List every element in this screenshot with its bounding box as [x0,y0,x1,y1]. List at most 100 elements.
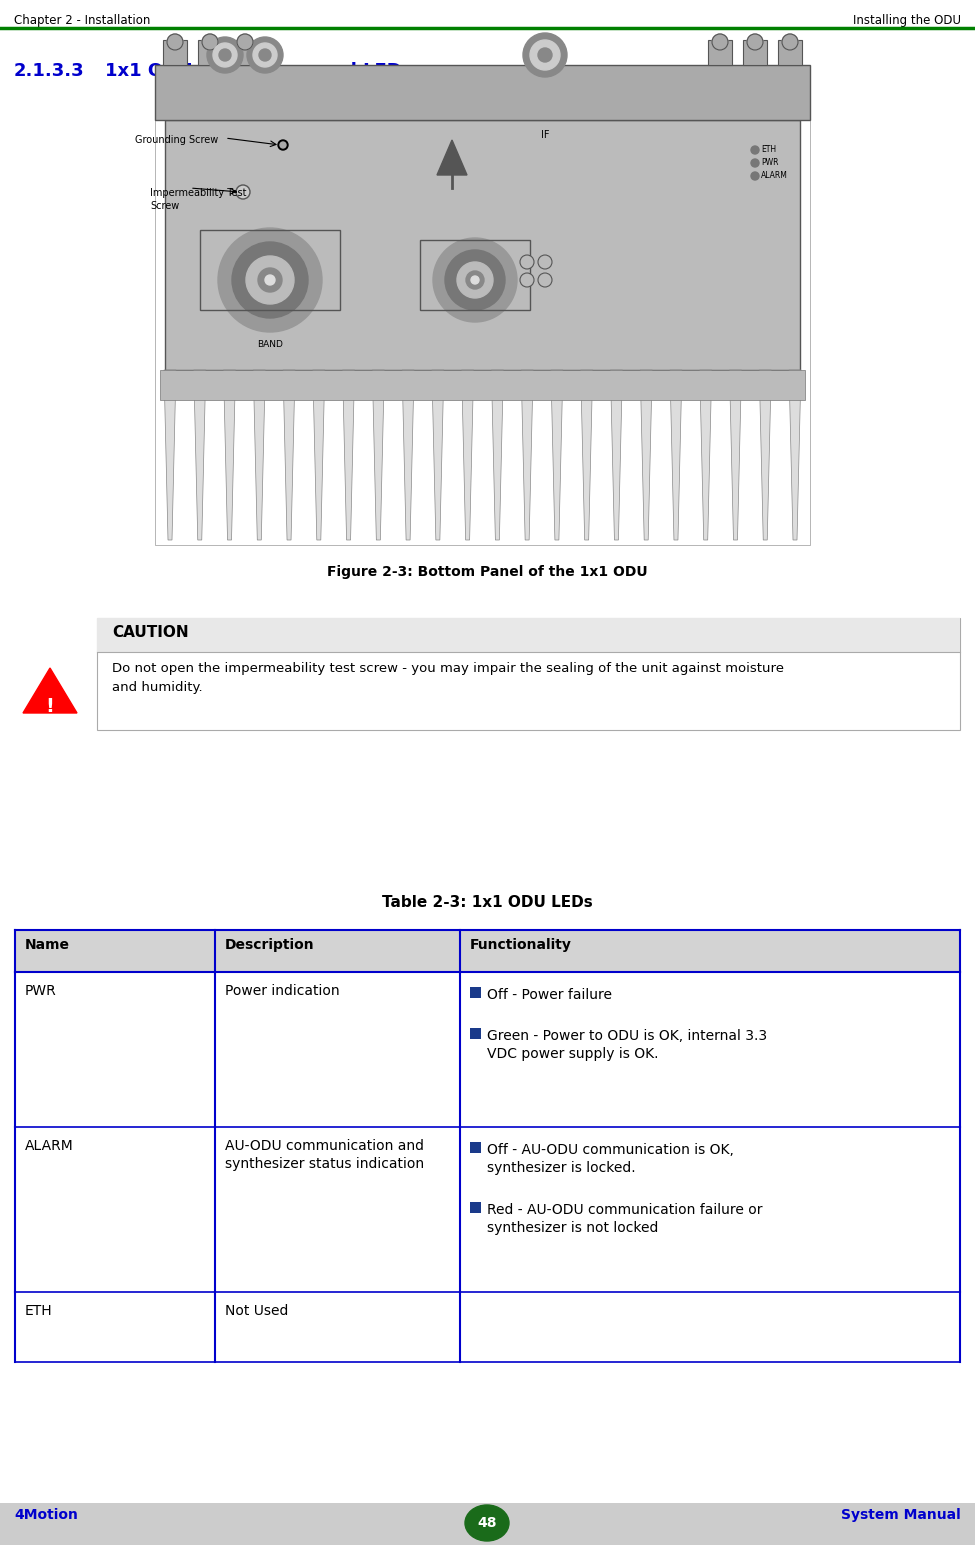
Circle shape [278,141,288,150]
Circle shape [538,48,552,62]
Bar [163,40,187,65]
Polygon shape [432,369,444,541]
Bar [198,40,222,65]
Bar [160,369,805,400]
Text: 1x1 ODU Connectors and LEDs: 1x1 ODU Connectors and LEDs [105,62,412,80]
Circle shape [258,267,282,292]
Bar [97,618,960,652]
Circle shape [530,40,560,70]
Circle shape [232,243,308,318]
Text: PWR: PWR [761,158,778,167]
Bar [15,1126,960,1292]
Polygon shape [641,369,652,541]
Bar [0,1503,975,1545]
Text: Do not open the impermeability test screw - you may impair the sealing of the un: Do not open the impermeability test scre… [112,661,784,694]
Text: Power indication: Power indication [225,984,339,998]
Polygon shape [194,369,206,541]
Circle shape [751,145,759,154]
Ellipse shape [465,1505,509,1540]
Polygon shape [700,369,712,541]
Text: CAUTION: CAUTION [112,626,188,640]
Text: Impermeability Test
Screw: Impermeability Test Screw [150,188,247,212]
Circle shape [538,255,552,269]
Circle shape [523,32,567,77]
Text: Grounding Screw: Grounding Screw [135,134,218,145]
Bar [743,40,767,65]
Text: 48: 48 [477,1516,496,1530]
Bar [470,987,481,998]
Text: Figure 2-3: Bottom Panel of the 1x1 ODU: Figure 2-3: Bottom Panel of the 1x1 ODU [327,565,647,579]
Polygon shape [402,369,414,541]
Polygon shape [729,369,741,541]
Text: Red - AU-ODU communication failure or
synthesizer is not locked: Red - AU-ODU communication failure or sy… [487,1204,762,1234]
Circle shape [265,275,275,284]
Polygon shape [491,369,503,541]
Circle shape [445,250,505,311]
Text: ALARM: ALARM [25,1139,74,1153]
Bar [155,100,810,545]
Bar [470,1202,481,1213]
Circle shape [751,159,759,167]
Polygon shape [164,369,176,541]
Text: Installing the ODU: Installing the ODU [853,14,961,26]
Polygon shape [283,369,295,541]
Circle shape [712,34,728,49]
Text: Chapter 2 - Installation: Chapter 2 - Installation [14,14,150,26]
Circle shape [782,34,798,49]
Text: Green - Power to ODU is OK, internal 3.3
VDC power supply is OK.: Green - Power to ODU is OK, internal 3.3… [487,1029,767,1061]
Text: Table 2-3: 1x1 ODU LEDs: Table 2-3: 1x1 ODU LEDs [381,895,593,910]
Polygon shape [551,369,563,541]
Circle shape [520,273,534,287]
Bar [200,230,340,311]
Circle shape [466,270,484,289]
Bar [778,40,802,65]
Bar [155,65,810,121]
Text: ETH: ETH [25,1304,53,1318]
Polygon shape [23,667,77,712]
Bar [165,121,800,369]
Circle shape [747,34,763,49]
Text: Off - Power failure: Off - Power failure [487,987,612,1003]
Circle shape [259,49,271,60]
Polygon shape [610,369,622,541]
Circle shape [213,43,237,66]
Circle shape [202,34,218,49]
Polygon shape [342,369,355,541]
Text: IF: IF [541,130,549,141]
Text: ETH: ETH [761,145,776,154]
Bar [233,40,257,65]
Circle shape [247,37,283,73]
Polygon shape [760,369,771,541]
Bar [15,930,960,972]
Circle shape [520,255,534,269]
Polygon shape [372,369,384,541]
Circle shape [457,263,493,298]
Bar [15,972,960,1126]
Text: 4Motion: 4Motion [14,1508,78,1522]
Text: PWR: PWR [25,984,57,998]
Circle shape [219,49,231,60]
Polygon shape [313,369,325,541]
Circle shape [471,277,479,284]
Text: System Manual: System Manual [841,1508,961,1522]
Text: Functionality: Functionality [470,938,572,952]
Bar [420,239,530,311]
Polygon shape [522,369,533,541]
Circle shape [236,185,250,199]
Circle shape [246,256,294,304]
Bar [470,1027,481,1038]
Bar [470,1142,481,1153]
Circle shape [433,238,517,321]
Text: Off - AU-ODU communication is OK,
synthesizer is locked.: Off - AU-ODU communication is OK, synthe… [487,1143,734,1174]
Bar [97,618,960,729]
Circle shape [167,34,183,49]
Bar [15,1292,960,1363]
Circle shape [280,142,286,148]
Circle shape [207,37,243,73]
Circle shape [538,273,552,287]
Polygon shape [789,369,801,541]
Polygon shape [437,141,467,175]
Polygon shape [461,369,474,541]
Text: BAND: BAND [257,340,283,349]
Circle shape [751,171,759,181]
